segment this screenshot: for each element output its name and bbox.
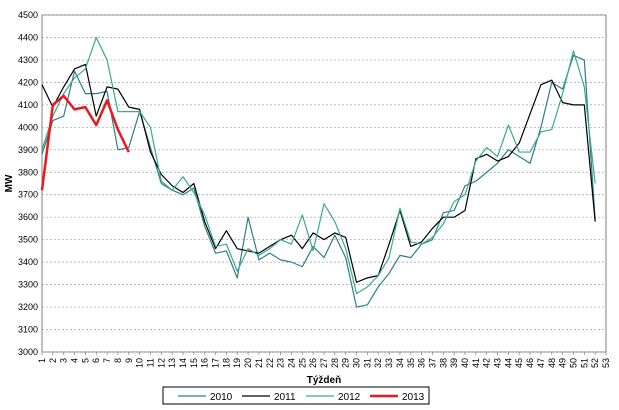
y-axis-title: MW — [4, 174, 15, 192]
x-tick-label: 29 — [341, 358, 351, 368]
y-tick-label: 4400 — [18, 32, 38, 42]
x-tick-label: 30 — [352, 358, 362, 368]
x-tick-label: 10 — [135, 358, 145, 368]
x-tick-label: 8 — [113, 358, 123, 363]
x-tick-label: 42 — [482, 358, 492, 368]
x-tick-label: 28 — [330, 358, 340, 368]
x-tick-label: 36 — [417, 358, 427, 368]
x-tick-label: 24 — [286, 358, 296, 368]
x-tick-label: 12 — [156, 358, 166, 368]
x-tick-label: 53 — [601, 358, 611, 368]
x-tick-label: 25 — [297, 358, 307, 368]
x-tick-label: 7 — [102, 358, 112, 363]
y-tick-label: 3200 — [18, 302, 38, 312]
plot-area — [41, 14, 607, 353]
x-tick-label: 34 — [395, 358, 405, 368]
x-tick-label: 13 — [167, 358, 177, 368]
x-tick-label: 6 — [91, 358, 101, 363]
x-tick-label: 19 — [232, 358, 242, 368]
x-tick-label: 40 — [460, 358, 470, 368]
x-tick-label: 9 — [124, 358, 134, 363]
x-tick-label: 18 — [221, 358, 231, 368]
x-tick-label: 23 — [276, 358, 286, 368]
y-tick-label: 3700 — [18, 190, 38, 200]
x-tick-label: 5 — [80, 358, 90, 363]
y-tick-label: 3400 — [18, 257, 38, 267]
x-tick-label: 31 — [362, 358, 372, 368]
x-tick-label: 44 — [503, 358, 513, 368]
x-tick-label: 16 — [200, 358, 210, 368]
y-axis-ticks: 3000 3100 3200 3300 3400 3500 3600 3700 3800 3900… — [18, 10, 38, 357]
x-axis-ticks: 1 2 3 4 5 6 7 8 9 10 11 12 13 14 15 16 17 18 19 20 21 22 23 24 2… — [37, 352, 611, 368]
x-tick-label: 4 — [70, 358, 80, 363]
x-tick-label: 27 — [319, 358, 329, 368]
x-tick-label: 43 — [493, 358, 503, 368]
x-tick-label: 35 — [406, 358, 416, 368]
x-axis-title: Týždeň — [307, 375, 341, 386]
x-tick-label: 38 — [438, 358, 448, 368]
x-tick-label: 21 — [254, 358, 264, 368]
x-tick-label: 17 — [211, 358, 221, 368]
y-tick-label: 3600 — [18, 212, 38, 222]
x-tick-label: 11 — [145, 358, 155, 367]
x-tick-label: 22 — [265, 358, 275, 368]
x-tick-label: 2 — [48, 358, 58, 363]
legend: 2010 2011 2012 2013 — [162, 386, 430, 405]
x-tick-label: 33 — [384, 358, 394, 368]
x-tick-label: 48 — [547, 358, 557, 368]
y-tick-label: 3100 — [18, 325, 38, 335]
series-line-2011 — [41, 63, 596, 283]
y-tick-label: 3000 — [18, 347, 38, 357]
x-tick-label: 41 — [471, 358, 481, 368]
y-tick-label: 4100 — [18, 100, 38, 110]
x-tick-label: 45 — [514, 358, 524, 368]
x-tick-label: 52 — [590, 358, 600, 368]
x-tick-label: 50 — [568, 358, 578, 368]
y-tick-label: 4500 — [18, 10, 38, 20]
x-tick-label: 47 — [536, 358, 546, 368]
legend-label-2011: 2011 — [274, 392, 296, 403]
y-tick-label: 3900 — [18, 145, 38, 155]
y-tick-label: 4300 — [18, 55, 38, 65]
legend-label-2010: 2010 — [210, 392, 233, 403]
x-tick-label: 46 — [525, 358, 535, 368]
series-lines — [40, 36, 596, 308]
series-line-2012 — [41, 36, 596, 295]
series-line-2013 — [40, 94, 130, 191]
legend-box — [162, 386, 430, 405]
x-tick-label: 37 — [427, 358, 437, 368]
legend-label-2013: 2013 — [402, 392, 425, 403]
x-tick-label: 51 — [579, 358, 589, 368]
y-tick-label: 3300 — [18, 280, 38, 290]
x-tick-label: 49 — [558, 358, 568, 368]
x-tick-label: 1 — [37, 358, 47, 363]
x-tick-label: 15 — [189, 358, 199, 368]
x-tick-label: 20 — [243, 358, 253, 368]
y-tick-label: 3800 — [18, 167, 38, 177]
y-tick-label: 4000 — [18, 122, 38, 132]
gridlines — [42, 14, 606, 353]
y-tick-label: 3500 — [18, 235, 38, 245]
x-tick-label: 26 — [308, 358, 318, 368]
x-tick-label: 39 — [449, 358, 459, 368]
series-line-2010 — [41, 54, 596, 308]
x-tick-label: 3 — [59, 358, 69, 363]
x-tick-label: 32 — [373, 358, 383, 368]
x-tick-label: 14 — [178, 358, 188, 368]
legend-label-2012: 2012 — [338, 392, 361, 403]
y-tick-label: 4200 — [18, 77, 38, 87]
